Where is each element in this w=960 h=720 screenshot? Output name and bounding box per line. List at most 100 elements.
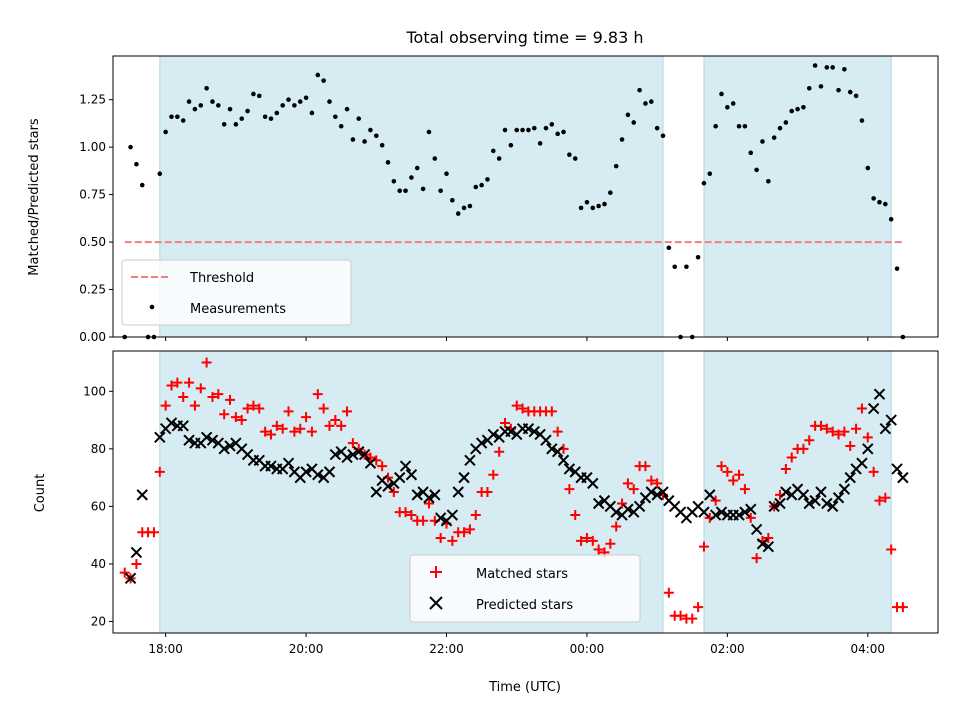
- predicted-stars-point: [832, 492, 845, 504]
- bottom-plot-frame: [112, 350, 939, 634]
- matched-stars-point: [207, 392, 218, 403]
- matched-stars-point: [289, 426, 300, 437]
- predicted-stars-point: [364, 457, 377, 469]
- predicted-stars-point: [862, 443, 874, 455]
- x-axis-title: Time (UTC): [488, 680, 561, 695]
- predicted-stars-point: [557, 454, 570, 467]
- predicted-stars-point: [815, 486, 827, 498]
- measurement-point: [830, 65, 835, 70]
- matched-stars-point: [184, 377, 195, 388]
- predicted-stars-point: [446, 509, 459, 521]
- predicted-stars-point: [393, 471, 406, 484]
- measurement-point: [771, 135, 777, 140]
- measurement-point: [438, 188, 443, 194]
- measurement-point: [643, 101, 648, 106]
- matched-stars-point: [739, 484, 750, 495]
- measurement-point: [303, 95, 309, 101]
- matched-stars-point: [494, 446, 505, 457]
- predicted-stars-point: [124, 572, 137, 585]
- predicted-stars-point: [200, 431, 213, 444]
- matched-stars-point: [628, 484, 639, 495]
- predicted-stars-point: [522, 422, 535, 435]
- matched-stars-point: [195, 383, 206, 394]
- measurement-point: [432, 156, 438, 161]
- predicted-stars-point: [885, 414, 897, 426]
- measurement-point: [766, 179, 771, 184]
- measurement-point: [397, 188, 403, 194]
- measurement-point: [625, 112, 631, 118]
- predicted-stars-point: [657, 486, 669, 498]
- x-tick-label: 22:00: [429, 642, 464, 656]
- predicted-stars-point: [177, 420, 189, 432]
- measurement-point: [537, 141, 543, 146]
- legend-predicted-label: Predicted stars: [476, 598, 573, 613]
- matched-stars-point: [874, 495, 885, 506]
- matched-stars-point: [312, 389, 323, 400]
- measurement-point: [526, 127, 531, 133]
- matched-stars-point: [271, 420, 282, 431]
- matched-stars-point: [225, 394, 236, 405]
- predicted-stars-point: [768, 500, 780, 513]
- measurement-point: [409, 175, 414, 180]
- predicted-stars-point: [715, 506, 728, 518]
- measurement-point: [327, 99, 332, 104]
- measurement-point: [157, 171, 163, 177]
- matched-stars-point: [897, 602, 908, 613]
- measurement-point: [631, 120, 637, 125]
- matched-stars-point: [470, 510, 481, 521]
- measurement-point: [274, 110, 280, 116]
- predicted-stars-point: [423, 492, 435, 504]
- matched-stars-point: [388, 487, 399, 497]
- measurement-point: [373, 133, 379, 139]
- x-tick-label: 02:00: [710, 642, 745, 656]
- measurement-point: [180, 118, 186, 123]
- matched-stars-point: [342, 406, 353, 417]
- measurement-point: [806, 85, 812, 91]
- predicted-stars-point: [750, 523, 763, 536]
- measurement-point: [572, 156, 578, 161]
- measurement-point: [227, 106, 233, 112]
- matched-stars-point: [663, 587, 674, 598]
- matched-stars-point: [301, 412, 312, 423]
- measurement-point: [648, 99, 654, 104]
- measurement-point: [725, 104, 730, 110]
- measurement-point: [268, 116, 274, 121]
- matched-stars-point: [230, 412, 241, 423]
- predicted-stars-point: [405, 469, 418, 481]
- measurement-point: [795, 106, 800, 112]
- predicted-stars-point: [546, 443, 558, 455]
- measurement-point: [309, 110, 315, 116]
- predicted-stars-point: [312, 469, 324, 481]
- measurement-point: [426, 129, 432, 135]
- predicted-stars-point: [452, 486, 464, 498]
- predicted-stars-point: [458, 471, 470, 484]
- matched-stars-point: [570, 510, 581, 521]
- matched-stars-point: [880, 492, 891, 503]
- measurement-point: [842, 66, 847, 72]
- measurement-point: [479, 182, 484, 188]
- measurement-point: [420, 186, 426, 192]
- matched-stars-point: [330, 415, 341, 426]
- measurement-point: [233, 122, 239, 127]
- top-plot-frame: [112, 55, 939, 338]
- predicted-stars-point: [382, 480, 394, 492]
- matched-stars-point: [189, 400, 200, 411]
- matched-stars-point: [827, 426, 838, 437]
- predicted-stars-point: [411, 489, 423, 501]
- top-y-axis-title: Matched/Predicted stars: [27, 118, 42, 276]
- measurement-point: [186, 99, 192, 104]
- measurement-point: [660, 133, 666, 139]
- measurement-point: [877, 199, 882, 205]
- matched-stars-point: [862, 432, 873, 443]
- measurement-point: [356, 116, 362, 121]
- measurement-point: [853, 93, 859, 99]
- predicted-stars-point: [551, 446, 564, 458]
- predicted-stars-point: [891, 463, 903, 475]
- measurement-point: [128, 144, 133, 150]
- measurement-point: [888, 216, 894, 222]
- matched-stars-point: [265, 429, 276, 440]
- measurement-point: [742, 123, 748, 129]
- legend-matched-swatch: [430, 566, 442, 578]
- predicted-stars-point: [610, 506, 622, 518]
- measurement-point: [256, 93, 262, 99]
